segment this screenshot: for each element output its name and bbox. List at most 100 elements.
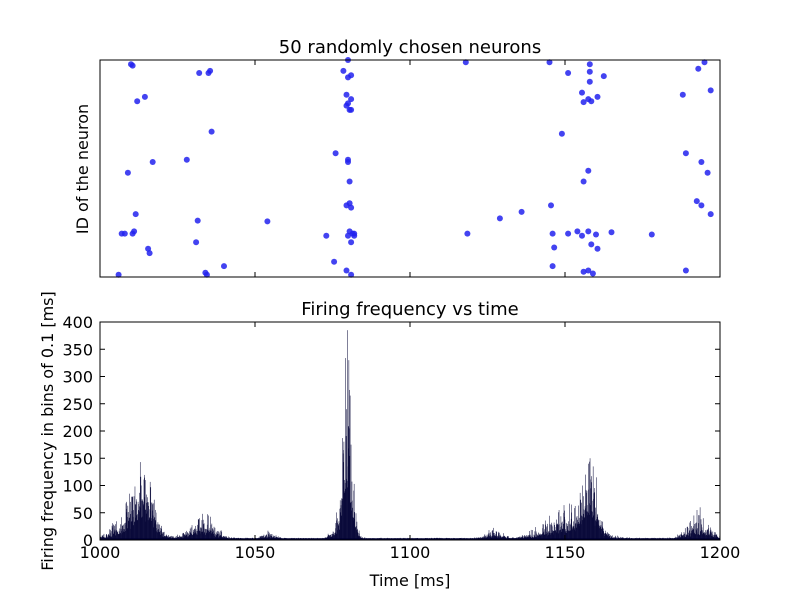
histogram-bar <box>334 532 336 540</box>
histogram-bar <box>696 510 698 540</box>
histogram-bar <box>542 528 543 540</box>
histogram-bar <box>350 502 351 540</box>
histogram-bar <box>497 536 498 540</box>
histogram-bar <box>347 487 348 540</box>
histogram-bar <box>203 523 205 540</box>
spike-point <box>121 230 128 237</box>
histogram-bar <box>157 522 159 540</box>
histogram-bar <box>611 536 612 540</box>
histogram-bar <box>161 533 163 540</box>
histogram-bar <box>205 535 206 540</box>
histogram-bar <box>358 530 360 540</box>
histogram-bar <box>219 533 221 540</box>
spike-point <box>345 232 351 239</box>
histogram-bar <box>498 536 500 540</box>
histogram-bar <box>131 510 133 540</box>
histogram-bar <box>152 515 154 540</box>
histogram-bar <box>578 505 579 540</box>
histogram-bar <box>122 532 123 540</box>
histogram-bar <box>700 531 701 540</box>
histogram-bar <box>602 531 604 540</box>
spike-point <box>648 231 655 238</box>
histogram-bar <box>706 529 708 540</box>
spike-point <box>579 89 585 96</box>
histogram-bar <box>556 532 558 540</box>
histogram-bar <box>346 478 347 540</box>
histogram-bar <box>108 533 109 540</box>
histogram-bar <box>204 528 205 540</box>
spike-point <box>332 150 339 157</box>
raster-y-axis-label: ID of the neuron <box>73 104 92 234</box>
histogram-bar <box>490 532 491 540</box>
spike-point <box>608 229 615 236</box>
histogram-bar <box>154 523 155 540</box>
histogram-bar <box>210 530 211 540</box>
histogram-bar <box>708 528 710 540</box>
histogram-bar <box>551 526 553 540</box>
histogram-bar <box>689 533 690 540</box>
histogram-bar <box>604 533 605 540</box>
histogram-bar <box>552 531 554 540</box>
histogram-bar <box>269 535 271 540</box>
histogram-bar <box>342 498 343 540</box>
histogram-bar <box>530 529 532 540</box>
histogram-bar <box>106 535 108 540</box>
histogram-bar <box>133 496 135 540</box>
histogram-bar <box>547 535 549 540</box>
histogram-bar <box>189 534 191 540</box>
histogram-bar <box>193 530 194 540</box>
histogram-bar <box>484 534 485 540</box>
histogram-bar <box>496 535 498 540</box>
histogram-bar <box>690 533 692 540</box>
spike-point <box>586 61 593 68</box>
histogram-bar <box>612 535 613 540</box>
histogram-bar <box>690 521 691 540</box>
histogram-bar <box>259 536 261 540</box>
histogram-bar <box>532 530 533 540</box>
histogram-bar <box>574 508 575 540</box>
x-tick-label: 1000 <box>80 543 121 562</box>
spike-point <box>343 102 350 109</box>
spike-point <box>115 271 122 278</box>
histogram-bar <box>603 533 605 540</box>
histogram-bar <box>271 534 273 540</box>
histogram-bar <box>570 524 571 540</box>
histogram-bar <box>603 528 604 540</box>
histogram-bar <box>215 534 216 540</box>
histogram-bar <box>185 535 186 540</box>
histogram-bar <box>157 529 158 540</box>
histogram-bar <box>163 531 165 540</box>
histogram-bar <box>601 533 602 540</box>
spike-point <box>682 150 689 157</box>
histogram-bar <box>573 528 575 540</box>
histogram-bar <box>117 532 118 540</box>
x-tick-label: 1050 <box>235 543 276 562</box>
histogram-bar <box>139 462 141 540</box>
histogram-bar <box>341 500 343 540</box>
histogram-bar <box>262 536 263 540</box>
histogram-bar <box>116 521 117 540</box>
histogram-bar <box>702 518 704 540</box>
histogram-bar <box>695 528 697 540</box>
spike-point <box>348 96 355 103</box>
histogram-bar <box>567 530 569 540</box>
spike-point <box>203 271 210 278</box>
histogram-bar <box>208 527 210 540</box>
histogram-bar <box>704 532 705 540</box>
histogram-bar <box>267 530 269 540</box>
histogram-bar <box>700 531 701 540</box>
histogram-bar <box>128 517 130 540</box>
histogram-bar <box>606 533 607 540</box>
histogram-bar <box>220 535 221 540</box>
histogram-bar <box>202 531 204 540</box>
histogram-bar <box>145 513 147 540</box>
histogram-bar <box>354 518 355 540</box>
histogram-bar <box>101 535 103 540</box>
histogram-bar <box>341 515 342 540</box>
spike-point <box>580 178 587 185</box>
histogram-bar <box>140 507 141 540</box>
histogram-bar <box>711 533 712 540</box>
histogram-bar <box>593 493 595 540</box>
histogram-bar <box>555 530 556 540</box>
histogram-bar <box>330 534 331 540</box>
